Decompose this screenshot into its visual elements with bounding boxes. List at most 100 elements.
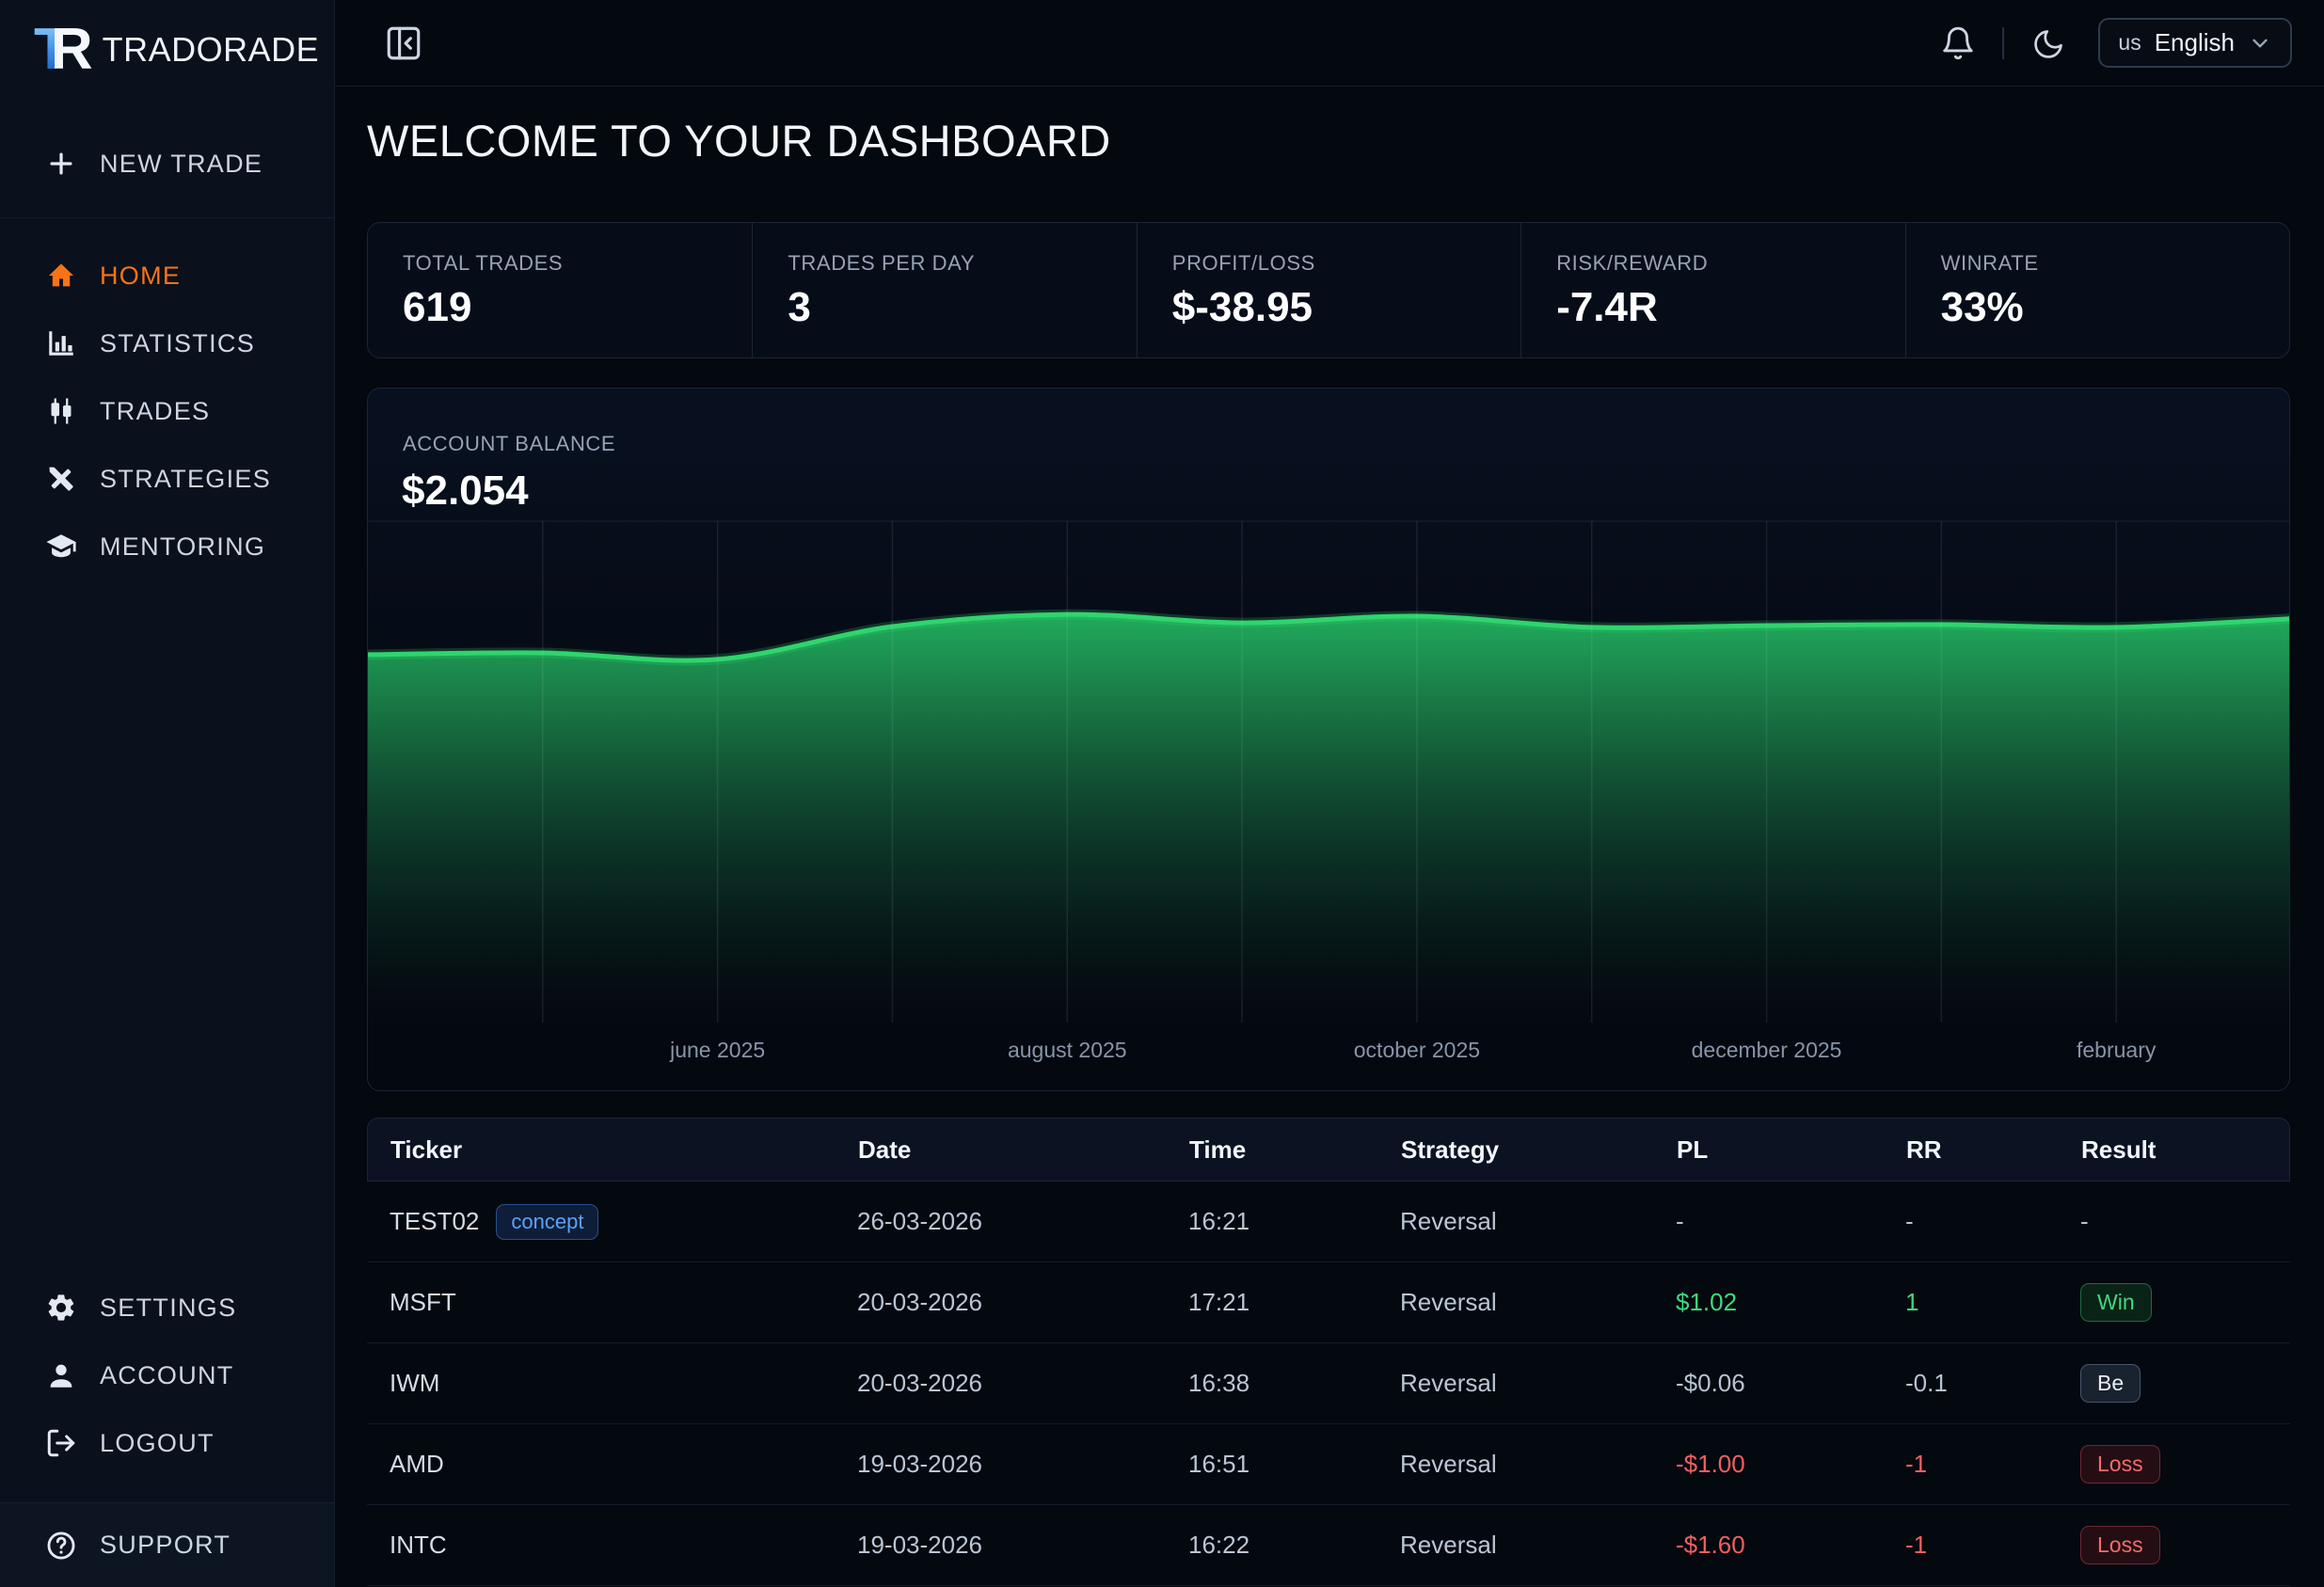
bar-chart-icon [45, 327, 77, 359]
ticker-tag-badge: concept [496, 1204, 598, 1240]
sidebar-item-mentoring[interactable]: MENTORING [0, 513, 334, 580]
theme-toggle-button[interactable] [2027, 22, 2070, 65]
cell-time: 16:51 [1188, 1450, 1400, 1479]
stat-value: 3 [788, 284, 1136, 331]
x-axis-tick-label: october 2025 [1354, 1038, 1480, 1062]
user-icon [45, 1359, 77, 1391]
logo-letter-r: R [51, 21, 93, 79]
result-badge: Win [2080, 1283, 2152, 1322]
cell-strategy: Reversal [1400, 1450, 1676, 1479]
cell-rr: - [1905, 1207, 2080, 1236]
cell-time: 16:38 [1188, 1369, 1400, 1398]
cell-date: 19-03-2026 [857, 1531, 1188, 1560]
sidebar-item-label: SETTINGS [100, 1293, 236, 1323]
sidebar-item-logout[interactable]: LOGOUT [0, 1409, 334, 1477]
sidebar-item-label: ACCOUNT [100, 1361, 234, 1390]
sidebar-item-home[interactable]: HOME [0, 242, 334, 309]
cell-time: 17:21 [1188, 1288, 1400, 1317]
stats-strip: TOTAL TRADES619 TRADES PER DAY 3 PROFIT/LOS… [367, 222, 2290, 358]
stat-card-winrate: WINRATE 33% [1905, 223, 2289, 357]
panel-collapse-icon [384, 24, 423, 63]
help-icon [45, 1530, 77, 1562]
brand-name: TRADORADE [103, 30, 320, 70]
table-row-msft[interactable]: MSFT20-03-202617:21Reversal$1.021Win [367, 1262, 2290, 1343]
cell-ticker: INTC [390, 1531, 857, 1560]
column-header-date: Date [858, 1135, 1189, 1165]
chart-area [368, 614, 2290, 1023]
cell-ticker: AMD [390, 1450, 857, 1479]
stat-value: 33% [1941, 284, 2289, 331]
cell-ticker: IWM [390, 1369, 857, 1398]
gear-icon [45, 1292, 77, 1324]
sidebar-item-label: STATISTICS [100, 329, 255, 358]
sidebar-item-trades[interactable]: TRADES [0, 377, 334, 445]
logout-icon [45, 1427, 77, 1459]
cell-rr: -1 [1905, 1531, 2080, 1560]
sidebar-collapse-button[interactable] [382, 22, 425, 65]
table-row-iwm[interactable]: IWM20-03-202616:38Reversal-$0.06-0.1Be [367, 1343, 2290, 1424]
sidebar-item-settings[interactable]: SETTINGS [0, 1274, 334, 1341]
balance-label: ACCOUNT BALANCE [403, 432, 615, 456]
cell-rr: -0.1 [1905, 1369, 2080, 1398]
cell-pl: $1.02 [1676, 1288, 1905, 1317]
new-trade-button[interactable]: NEW TRADE [0, 130, 334, 198]
cell-result: Be [2080, 1364, 2290, 1403]
notifications-button[interactable] [1936, 22, 1980, 65]
stat-value: -7.4R [1556, 284, 1904, 331]
cell-strategy: Reversal [1400, 1369, 1676, 1398]
account-balance-panel: june 2025august 2025october 2025december… [367, 388, 2290, 1091]
stat-label: PROFIT/LOSS [1172, 251, 1520, 276]
balance-value: $2.054 [402, 468, 529, 515]
table-row-intc[interactable]: INTC19-03-202616:22Reversal-$1.60-1Loss [367, 1505, 2290, 1586]
support-section: SUPPORT [0, 1503, 334, 1587]
cell-ticker: TEST02 concept [390, 1204, 857, 1240]
ticker-label: IWM [390, 1369, 439, 1398]
support-label: SUPPORT [100, 1531, 231, 1560]
sidebar-nav: HOME STATISTICS TRADES STRATEGIES MENTORING [0, 242, 334, 580]
cell-time: 16:22 [1188, 1531, 1400, 1560]
ticker-label: TEST02 [390, 1207, 479, 1236]
sidebar-item-support[interactable]: SUPPORT [0, 1512, 334, 1579]
sidebar-item-label: LOGOUT [100, 1429, 215, 1458]
cell-strategy: Reversal [1400, 1531, 1676, 1560]
sidebar-item-label: TRADES [100, 397, 210, 426]
sidebar-item-label: STRATEGIES [100, 465, 271, 494]
x-axis-tick-label: december 2025 [1692, 1038, 1842, 1062]
table-row-amd[interactable]: AMD19-03-202616:51Reversal-$1.00-1Loss [367, 1424, 2290, 1505]
plus-icon [45, 148, 77, 180]
stat-card-total-trades: TOTAL TRADES619 [368, 223, 752, 357]
stat-card-risk-reward: RISK/REWARD-7.4R [1520, 223, 1904, 357]
column-header-rr: RR [1906, 1135, 2081, 1165]
candlestick-icon [45, 395, 77, 427]
cell-rr: -1 [1905, 1450, 2080, 1479]
topbar-divider [2002, 27, 2004, 59]
chart-x-labels: june 2025august 2025october 2025december… [669, 1038, 2157, 1062]
cell-result: Loss [2080, 1526, 2290, 1564]
column-header-ticker: Ticker [390, 1135, 858, 1165]
ticker-label: INTC [390, 1531, 447, 1560]
stat-card-trades-per-day: TRADES PER DAY 3 [752, 223, 1136, 357]
language-selector[interactable]: us English [2098, 18, 2292, 68]
app-root: T R TRADORADE NEW TRADE HOME STATISTICS TR… [0, 0, 2324, 1587]
table-row-test02[interactable]: TEST02concept26-03-202616:21Reversal--- [367, 1182, 2290, 1262]
sidebar-item-strategies[interactable]: STRATEGIES [0, 445, 334, 513]
sidebar: T R TRADORADE NEW TRADE HOME STATISTICS TR… [0, 0, 335, 1587]
language-label: English [2155, 28, 2235, 57]
x-axis-tick-label: june 2025 [669, 1038, 765, 1062]
chevron-down-icon [2248, 31, 2272, 56]
cell-pl: -$1.00 [1676, 1450, 1905, 1479]
brand-logo[interactable]: T R TRADORADE [34, 21, 319, 79]
cell-result: Loss [2080, 1445, 2290, 1484]
topbar: us English [335, 0, 2324, 87]
stat-label: TRADES PER DAY [788, 251, 1136, 276]
cell-result: Win [2080, 1283, 2290, 1322]
moon-icon [2031, 26, 2065, 60]
sidebar-item-account[interactable]: ACCOUNT [0, 1341, 334, 1409]
sidebar-item-label: MENTORING [100, 532, 265, 562]
ticker-label: MSFT [390, 1288, 456, 1317]
main-content: WELCOME TO YOUR DASHBOARD TOTAL TRADES61… [335, 87, 2324, 1587]
stat-label: WINRATE [1941, 251, 2289, 276]
sidebar-item-statistics[interactable]: STATISTICS [0, 309, 334, 377]
stat-value: 619 [403, 284, 752, 331]
cell-time: 16:21 [1188, 1207, 1400, 1236]
